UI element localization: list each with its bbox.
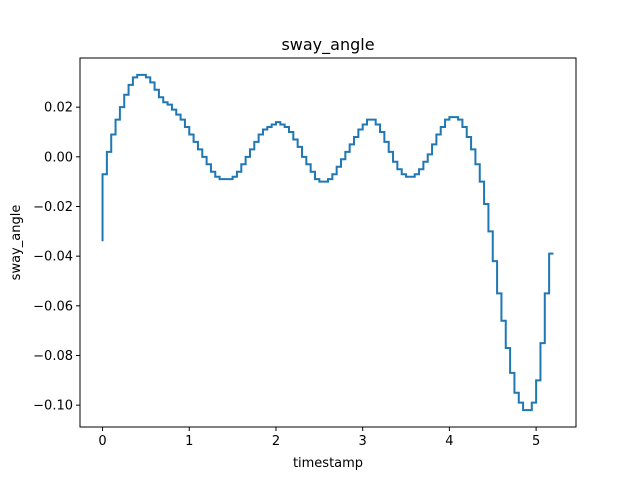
x-tick-label: 1	[185, 434, 193, 449]
y-tick-label: −0.06	[33, 299, 73, 314]
y-tick-label: −0.02	[33, 200, 73, 215]
y-tick-label: −0.10	[33, 399, 73, 414]
plot-area	[101, 73, 554, 412]
y-tick-label: −0.08	[33, 349, 73, 364]
x-tick-label: 3	[359, 434, 367, 449]
y-tick-label: −0.04	[33, 250, 73, 265]
x-tick-label: 4	[445, 434, 453, 449]
chart-title: sway_angle	[281, 35, 374, 55]
x-tick-label: 0	[98, 434, 106, 449]
x-tick-label: 5	[532, 434, 540, 449]
x-axis: 0 1 2 3 4 5	[98, 427, 540, 449]
x-tick-label: 2	[272, 434, 280, 449]
x-axis-title: timestamp	[293, 456, 363, 471]
y-tick-label: 0.00	[44, 150, 73, 165]
series-line-0	[101, 73, 554, 412]
axes-frame	[79, 57, 577, 428]
y-axis-title: sway_angle	[9, 205, 24, 281]
y-axis: −0.10 −0.08 −0.06 −0.04 −0.02 0.00 0.02	[33, 101, 80, 414]
y-tick-label: 0.02	[44, 101, 73, 116]
